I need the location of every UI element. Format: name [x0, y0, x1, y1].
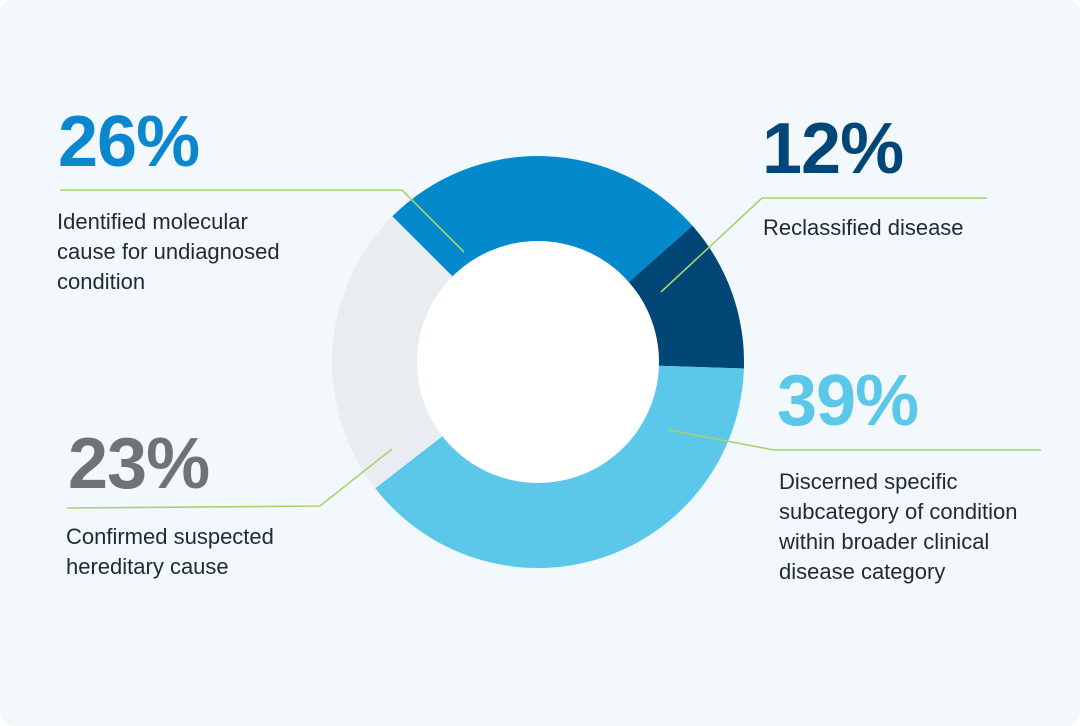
description-hereditary: Confirmed suspected hereditary cause [66, 522, 274, 582]
leader-lines [60, 189, 1041, 509]
description-line: subcategory of condition [779, 499, 1018, 524]
description-line: hereditary cause [66, 554, 229, 579]
value-label-hereditary: 23% [68, 424, 210, 504]
value-label-molecular: 26% [58, 102, 200, 182]
leader-line-reclassified [660, 197, 987, 293]
description-subcategory: Discerned specific subcategory of condit… [779, 467, 1018, 587]
description-line: within broader clinical [779, 529, 990, 554]
description-line: Identified molecular [57, 209, 248, 234]
description-line: Discerned specific [779, 469, 958, 494]
leader-line-subcategory [668, 429, 1041, 451]
donut-hole [417, 241, 659, 483]
description-line: disease category [779, 559, 946, 584]
leader-line-hereditary [66, 448, 393, 509]
description-line: cause for undiagnosed [57, 239, 280, 264]
description-line: Reclassified disease [763, 215, 964, 240]
value-label-subcategory: 39% [777, 361, 919, 441]
value-label-reclassified: 12% [762, 109, 904, 189]
leader-line-molecular [60, 189, 465, 253]
description-line: condition [57, 269, 146, 294]
description-molecular: Identified molecular cause for undiagnos… [57, 207, 280, 297]
description-reclassified: Reclassified disease [763, 213, 964, 243]
description-line: Confirmed suspected [66, 524, 274, 549]
